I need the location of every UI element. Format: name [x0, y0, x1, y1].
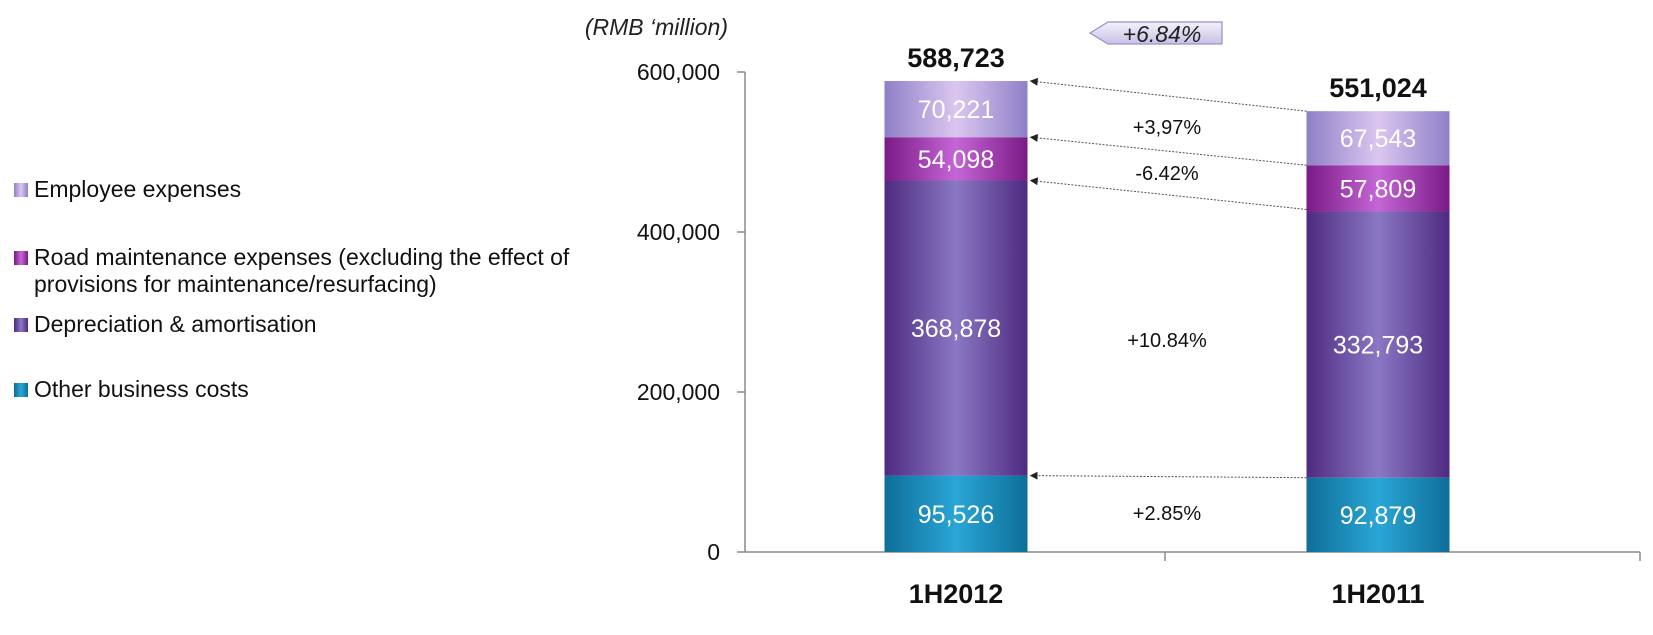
legend-item-depreciation: Depreciation & amortisation — [14, 311, 317, 338]
change-arrow — [1029, 177, 1307, 210]
bar-segment-other — [1306, 477, 1450, 552]
y-tick-label: 600,000 — [637, 59, 720, 85]
total-change-label: +6.84% — [1123, 21, 1202, 47]
change-arrow — [1029, 77, 1307, 112]
change-arrow — [1029, 133, 1307, 166]
segment-value-label: 92,879 — [1340, 502, 1416, 530]
category-label: 1H2012 — [909, 579, 1004, 609]
change-arrow — [1029, 471, 1307, 480]
legend-swatch-depreciation — [14, 318, 28, 332]
total-value-label: 588,723 — [907, 43, 1005, 73]
category-label: 1H2011 — [1331, 579, 1424, 609]
bar-segment-employee — [884, 81, 1028, 138]
y-tick-label: 0 — [707, 539, 720, 565]
bar-segment-road — [884, 137, 1028, 181]
legend-swatch-employee — [14, 183, 28, 197]
bar-segment-depreciation — [1306, 211, 1450, 478]
bar-segment-employee — [1306, 111, 1450, 166]
legend-label: Depreciation & amortisation — [34, 311, 317, 337]
segment-value-label: 54,098 — [918, 146, 994, 174]
segment-value-label: 368,878 — [911, 315, 1001, 343]
legend-swatch-other — [14, 383, 28, 397]
legend-label: Road maintenance expenses (excluding the… — [34, 244, 570, 297]
series-change-label: +10.84% — [1127, 330, 1207, 352]
legend-item-other-business-costs: Other business costs — [14, 376, 249, 403]
bar-segment-depreciation — [884, 180, 1028, 476]
unit-label: (RMB ‘million) — [585, 14, 728, 40]
series-change-label: -6.42% — [1135, 163, 1199, 185]
legend-swatch-road — [14, 251, 28, 265]
segment-value-label: 332,793 — [1333, 332, 1423, 360]
total-value-label: 551,024 — [1329, 73, 1427, 103]
legend-label: Other business costs — [34, 376, 249, 402]
y-tick-label: 200,000 — [637, 379, 720, 405]
legend-item-road-maintenance: Road maintenance expenses (excluding the… — [14, 244, 629, 298]
legend-label: Employee expenses — [34, 176, 242, 202]
y-tick-label: 400,000 — [637, 219, 720, 245]
bar-segment-other — [884, 475, 1028, 552]
series-change-label: +3,97% — [1133, 117, 1202, 139]
bar-segment-road — [1306, 165, 1450, 212]
total-change-callout: +6.84% — [1088, 21, 1223, 47]
legend-item-employee-expenses: Employee expenses — [14, 176, 241, 203]
segment-value-label: 57,809 — [1340, 175, 1416, 203]
segment-value-label: 95,526 — [918, 501, 994, 529]
series-change-label: +2.85% — [1133, 503, 1202, 525]
segment-value-label: 70,221 — [918, 96, 994, 124]
segment-value-label: 67,543 — [1340, 125, 1416, 153]
